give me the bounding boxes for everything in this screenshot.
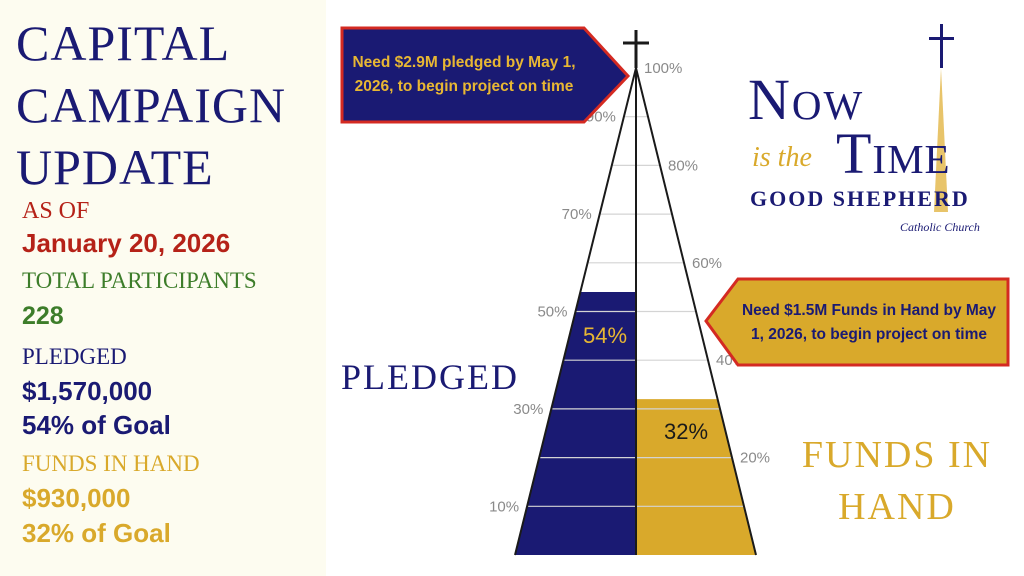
as-of-date: January 20, 2026 bbox=[22, 228, 231, 258]
steeple-icon bbox=[929, 24, 954, 212]
funds-goal-text: Need $1.5M Funds in Hand by May 1, 2026,… bbox=[741, 302, 997, 343]
logo-word-now: Now bbox=[748, 67, 865, 132]
logo-parish-name: GOOD SHEPHERD bbox=[750, 186, 970, 211]
title-line: UPDATE bbox=[16, 139, 214, 195]
pledged-amount: $1,570,000 bbox=[22, 376, 153, 406]
y-tick-label: 50% bbox=[537, 304, 567, 321]
as-of-label: AS OF bbox=[22, 198, 90, 224]
pledged-percent: 54% of Goal bbox=[22, 410, 171, 440]
pledged-label: PLEDGED bbox=[22, 344, 127, 369]
pledged-goal-callout: Need $2.9M pledged by May 1, 2026, to be… bbox=[346, 30, 582, 120]
bar-pledged bbox=[515, 292, 636, 555]
category-label-funds-line: HAND bbox=[838, 486, 956, 528]
update-panel bbox=[0, 0, 326, 576]
category-label-funds-line: FUNDS IN bbox=[802, 434, 992, 476]
y-tick-label: 60% bbox=[692, 255, 722, 272]
pledged-goal-callout-shape bbox=[340, 26, 631, 124]
funds-goal-callout: Need $1.5M Funds in Hand by May 1, 2026,… bbox=[738, 282, 1000, 364]
logo-words-is-the: is the bbox=[752, 142, 812, 173]
funds-percent: 32% of Goal bbox=[22, 518, 171, 548]
data-label-pledged: 54% bbox=[583, 323, 627, 348]
funds-label: FUNDS IN HAND bbox=[22, 451, 200, 476]
y-tick-label: 100% bbox=[644, 60, 682, 77]
y-tick-label: 70% bbox=[562, 206, 592, 223]
logo-subtitle: Catholic Church bbox=[900, 220, 980, 234]
pledged-goal-text: Need $2.9M pledged by May 1, 2026, to be… bbox=[352, 54, 576, 95]
data-label-funds: 32% bbox=[664, 419, 708, 444]
title-line: CAMPAIGN bbox=[16, 77, 287, 133]
y-tick-label: 20% bbox=[740, 450, 770, 467]
funds-goal-callout-shape bbox=[704, 277, 1010, 367]
funds-amount: $930,000 bbox=[22, 483, 131, 513]
bar-funds-in-hand bbox=[636, 399, 756, 555]
now-is-the-time-logo: Now is the Time GOOD SHEPHERD Catholic C… bbox=[740, 22, 1000, 242]
y-tick-label: 80% bbox=[668, 157, 698, 174]
y-tick-label: 30% bbox=[513, 401, 543, 418]
participants-value: 228 bbox=[22, 302, 64, 330]
category-label-pledged: PLEDGED bbox=[341, 357, 519, 397]
participants-label: TOTAL PARTICIPANTS bbox=[22, 268, 257, 293]
logo-word-time: Time bbox=[836, 121, 951, 186]
title-line: CAPITAL bbox=[16, 15, 231, 71]
y-tick-label: 10% bbox=[489, 498, 519, 515]
page-title: CAPITAL CAMPAIGN UPDATE bbox=[16, 12, 286, 198]
